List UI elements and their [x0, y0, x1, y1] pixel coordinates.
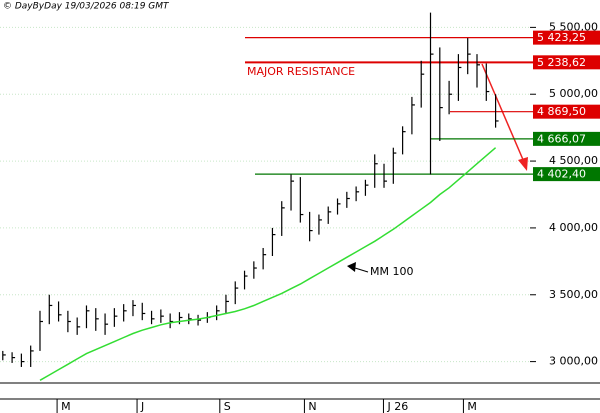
level-box [533, 55, 600, 70]
series-label: MM 100 [370, 265, 413, 278]
arrow-head [347, 262, 356, 272]
x-tick-label: J [140, 400, 144, 413]
level-label: 4 666,07 [537, 132, 586, 145]
level-box [533, 131, 600, 146]
level-label: 4 402,40 [537, 168, 586, 181]
x-tick-label: M [467, 400, 477, 413]
annotation: MAJOR RESISTANCE [247, 65, 355, 78]
series-line [39, 147, 497, 381]
y-tick-label: 5 000,00 [549, 87, 598, 100]
y-tick-label: 3 000,00 [549, 355, 598, 368]
level-box [533, 30, 600, 45]
x-tick-label: M [61, 400, 71, 413]
x-tick-label: N [308, 400, 316, 413]
level-label: 4 869,50 [537, 105, 586, 118]
y-tick-label: 4 000,00 [549, 221, 598, 234]
header: © DayByDay 19/03/2026 08:19 GMT [3, 2, 170, 12]
arrow [481, 63, 525, 163]
level-label: 5 238,62 [537, 56, 586, 69]
level-label: 5 423,25 [537, 31, 586, 44]
y-tick-label: 4 500,00 [549, 154, 598, 167]
arrow-head [518, 157, 528, 171]
x-tick-label: S [224, 400, 231, 413]
x-tick-label: J 26 [386, 400, 408, 413]
level-box [533, 167, 600, 182]
level-box [533, 104, 600, 119]
y-tick-label: 5 500,00 [549, 20, 598, 33]
arrow [354, 267, 369, 273]
y-tick-label: 3 500,00 [549, 288, 598, 301]
